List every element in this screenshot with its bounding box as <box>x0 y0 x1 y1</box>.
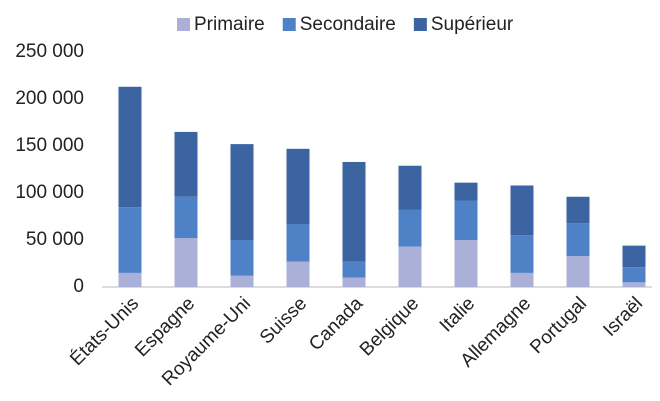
bar-segment <box>510 235 534 273</box>
bar-segment <box>118 272 142 287</box>
y-tick-label: 0 <box>73 276 84 297</box>
bar-segment <box>230 275 254 287</box>
bar-segment <box>230 240 254 276</box>
bar-segment <box>454 200 478 240</box>
bar-segment <box>622 267 646 283</box>
bar-segment <box>118 86 142 208</box>
bar-segment <box>174 196 198 239</box>
bar-segment <box>566 223 590 256</box>
x-tick-label: Israël <box>599 293 647 341</box>
y-tick-label: 250 000 <box>15 41 84 62</box>
legend-swatch <box>282 18 296 31</box>
bar-segment <box>454 182 478 201</box>
bar-segment <box>566 255 590 287</box>
x-tick-label: États-Unis <box>66 293 143 370</box>
x-tick-label: Portugal <box>526 293 591 358</box>
bar-segment <box>398 209 422 247</box>
bar-segment <box>398 246 422 287</box>
bar-segment <box>342 261 366 278</box>
bar-segment <box>174 131 198 197</box>
bar-segment <box>286 261 310 287</box>
bar-segment <box>398 165 422 210</box>
bar-segment <box>174 238 198 287</box>
bar-segment <box>230 144 254 240</box>
y-tick-label: 150 000 <box>15 135 84 156</box>
bar-segment <box>118 207 142 273</box>
bar-segment <box>286 148 310 225</box>
legend-swatch <box>177 18 190 31</box>
legend-swatch <box>413 18 427 31</box>
x-tick-label: Belgique <box>356 293 423 360</box>
legend-label: Secondaire <box>300 14 396 35</box>
x-tick-label: Suisse <box>256 293 311 348</box>
y-tick-label: 200 000 <box>15 88 84 109</box>
bar-segment <box>342 161 366 262</box>
bar-segment <box>622 245 646 268</box>
legend-label: Supérieur <box>431 14 514 35</box>
bar-segment <box>510 185 534 236</box>
x-tick-label: Italie <box>436 293 479 336</box>
bar-segment <box>342 277 366 287</box>
bar-segment <box>454 240 478 287</box>
legend-label: Primaire <box>194 14 265 35</box>
y-tick-label: 100 000 <box>15 182 84 203</box>
bar-segment <box>622 282 646 287</box>
bar-segment <box>566 196 590 224</box>
bar-segment <box>286 224 310 262</box>
bar-segment <box>510 272 534 287</box>
y-tick-label: 50 000 <box>26 229 84 250</box>
